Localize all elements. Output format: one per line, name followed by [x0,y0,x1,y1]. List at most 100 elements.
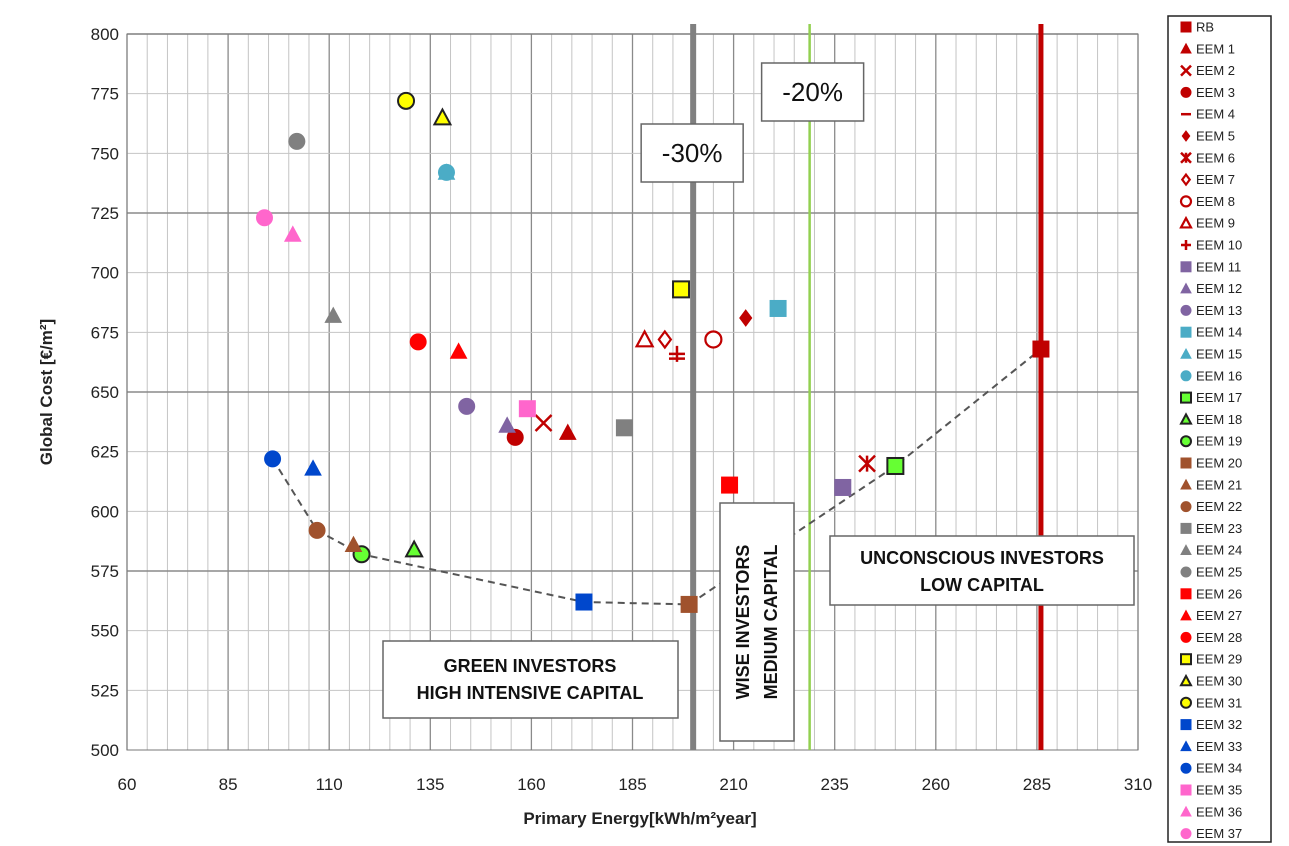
y-tick-label: 675 [91,323,119,342]
data-point [404,539,424,558]
legend-entry: EEM 8 [1196,194,1235,209]
data-point [506,428,524,446]
legend-marker [1180,326,1192,338]
legend-entry: EEM 23 [1196,521,1242,536]
legend-entry: EEM 13 [1196,303,1242,318]
x-axis-label: Primary Energy[kWh/m²year] [523,809,756,828]
y-tick-label: 800 [91,25,119,44]
legend-marker [1180,21,1192,33]
data-point [769,299,787,317]
legend-marker [1180,391,1192,404]
legend-marker [1180,282,1192,294]
y-tick-label: 575 [91,562,119,581]
legend-marker [1181,240,1191,250]
data-point [518,400,536,418]
legend-marker [1180,609,1192,621]
annotation-text: MEDIUM CAPITAL [761,545,781,700]
data-point [834,478,852,496]
reference-label-box [640,123,744,183]
x-tick-label: 185 [618,775,646,794]
legend-entry: EEM 28 [1196,630,1242,645]
x-tick-label: 60 [118,775,137,794]
reference-label: -20% [782,77,843,107]
legend-entry: EEM 16 [1196,368,1242,383]
y-tick-label: 725 [91,204,119,223]
legend-marker [1180,261,1192,273]
legend-entry: EEM 15 [1196,347,1242,362]
legend-marker [1180,42,1192,54]
legend-entry: EEM 9 [1196,216,1235,231]
legend-entry: EEM 11 [1196,259,1241,274]
legend-entry: EEM 10 [1196,238,1242,253]
legend-entry: EEM 29 [1196,652,1242,667]
legend-marker [1180,696,1192,709]
x-tick-label: 85 [219,775,238,794]
data-point [558,423,577,440]
data-points [255,91,1050,613]
x-tick-label: 310 [1124,775,1152,794]
legend-marker [1179,215,1193,229]
data-point [886,456,905,475]
legend-entry: EEM 31 [1196,695,1242,710]
legend-marker [1180,86,1192,98]
legend: RB EEM 1 EEM 2 EEM 3 EEM 4 EEM 5 EEM 6 EEM 7 EEM… [1167,15,1272,843]
legend-entry: RB [1196,20,1214,35]
data-point [324,306,343,323]
legend-entry: EEM 30 [1196,674,1242,689]
legend-entry: EEM 4 [1196,107,1235,122]
data-point [288,132,306,150]
data-point [255,209,273,227]
legend-entry: EEM 7 [1196,172,1235,187]
x-tick-label: 210 [719,775,747,794]
y-tick-label: 775 [91,85,119,104]
data-point [409,333,427,351]
legend-marker [1179,412,1193,425]
y-tick-label: 525 [91,681,119,700]
legend-entry: EEM 32 [1196,717,1242,732]
data-point [534,414,553,432]
data-point [283,225,302,242]
y-tick-label: 650 [91,383,119,402]
data-point [721,476,739,494]
legend-marker [1180,805,1192,817]
reference-lines: -30% -20% [640,24,1044,750]
annotation-boxes: GREEN INVESTORS HIGH INTENSIVE CAPITAL WIS… [382,502,1135,742]
data-point [739,309,753,327]
legend-marker [1180,740,1192,752]
legend-marker [1180,172,1192,187]
legend-entry: EEM 18 [1196,412,1242,427]
annotation-text: UNCONSCIOUS INVESTORS [860,548,1104,568]
annotation-box [382,640,679,719]
data-point [304,459,322,476]
annotation-box [719,502,795,742]
legend-entry: EEM 25 [1196,565,1242,580]
legend-entry: EEM 5 [1196,129,1235,144]
legend-marker [1180,151,1192,164]
data-point [672,280,691,299]
data-point [437,163,455,181]
data-point [458,397,476,415]
data-point [308,521,326,539]
legend-entry: EEM 3 [1196,85,1235,100]
legend-marker [1180,631,1192,643]
legend-marker [1180,370,1192,382]
legend-entry: EEM 24 [1196,543,1242,558]
data-point [344,535,363,553]
grid [126,33,1139,751]
legend-marker [1180,457,1192,469]
x-tick-label: 285 [1023,775,1051,794]
data-point [449,342,468,359]
data-point [680,595,698,613]
reference-label-box [760,62,865,122]
legend-marker [1180,588,1192,600]
annotation-text: GREEN INVESTORS [444,656,617,676]
annotation-text: WISE INVESTORS [733,545,753,700]
legend-entry: EEM 12 [1196,281,1242,296]
plot-area-border [126,33,1139,751]
legend-entry: EEM 17 [1196,390,1242,405]
y-tick-label: 500 [91,741,119,760]
legend-marker [1179,195,1193,208]
y-tick-label: 625 [91,443,119,462]
legend-entry: EEM 14 [1196,325,1242,340]
